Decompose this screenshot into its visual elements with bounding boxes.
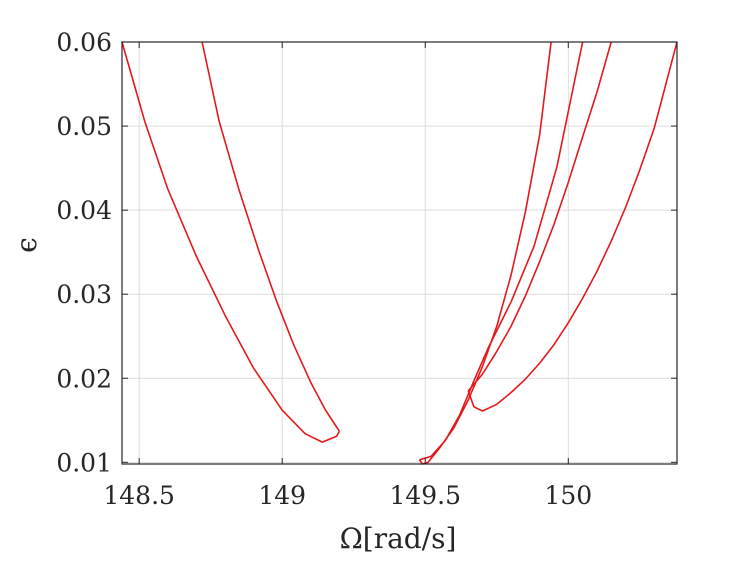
x-axis: 148.5 149 149.5 150: [103, 42, 592, 510]
y-tick-label: 0.02: [56, 364, 112, 393]
x-tick-label: 149: [258, 481, 306, 510]
x-axis-label: Ω[rad/s]: [340, 522, 457, 555]
plot-frame: [121, 41, 678, 465]
y-axis-label: ϵ: [10, 237, 43, 253]
x-tick-label: 149.5: [389, 481, 461, 510]
plot-background: [122, 42, 677, 464]
series-layer: [121, 41, 678, 465]
series-line-5: [467, 41, 612, 392]
series-line-1: [121, 41, 341, 443]
x-tick-label: 150: [544, 481, 592, 510]
y-axis: 0.01 0.02 0.03 0.04 0.05 0.06: [56, 28, 677, 477]
y-tick-label: 0.03: [56, 280, 112, 309]
y-tick-label: 0.04: [56, 196, 112, 225]
y-tick-label: 0.01: [56, 448, 112, 477]
y-tick-label: 0.05: [56, 112, 112, 141]
series-line-6: [467, 41, 678, 412]
series-line-4: [419, 41, 584, 461]
series-line-2: [201, 41, 341, 432]
y-tick-label: 0.06: [56, 28, 112, 57]
x-tick-label: 148.5: [103, 481, 175, 510]
